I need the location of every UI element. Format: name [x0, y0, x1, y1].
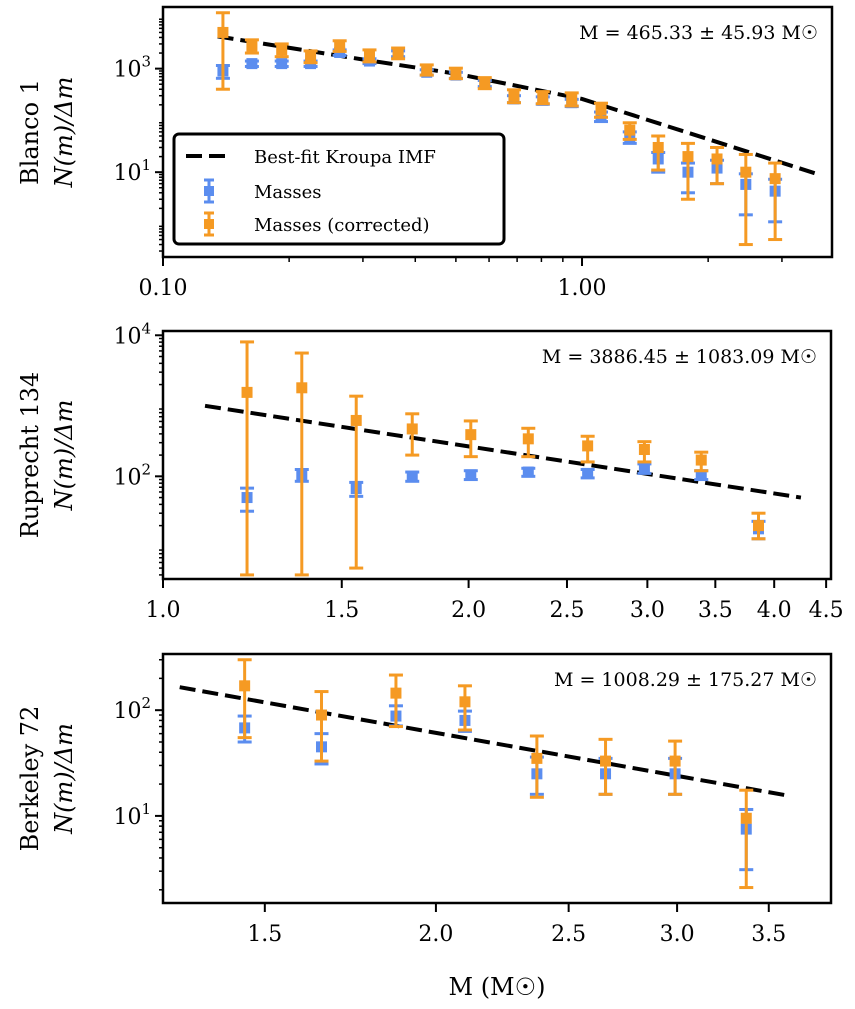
- x-tick-label: 1.5: [247, 922, 282, 947]
- data-point: [479, 77, 491, 89]
- axes-frame: [161, 5, 834, 259]
- series-masses-corrected: [215, 11, 783, 247]
- data-point: [276, 44, 288, 56]
- legend-label-masses-corrected: Masses (corrected): [254, 215, 430, 236]
- data-point: [241, 386, 253, 398]
- data-point: [316, 709, 328, 721]
- y-tick-label: 102: [113, 460, 151, 490]
- x-tick-label: 0.10: [139, 276, 188, 301]
- x-tick-label: 2.0: [451, 598, 486, 623]
- x-tick-label: 1.00: [558, 276, 607, 301]
- data-point: [296, 382, 308, 394]
- data-point: [638, 462, 650, 474]
- data-point: [465, 469, 477, 481]
- data-point: [595, 104, 607, 116]
- data-point: [508, 90, 520, 102]
- data-point: [566, 93, 578, 105]
- data-point: [246, 40, 258, 52]
- x-tick-label: 3.0: [660, 922, 695, 947]
- y-axis-cluster-label: Ruprecht 134: [16, 372, 44, 539]
- x-tick-label: 2.0: [418, 922, 453, 947]
- mass-annotation: M = 3886.45 ± 1083.09 M☉: [542, 346, 817, 368]
- data-point: [624, 124, 636, 136]
- legend-box: [172, 132, 506, 246]
- data-point: [582, 440, 594, 452]
- data-point: [522, 466, 534, 478]
- x-tick-label: 2.5: [549, 598, 584, 623]
- data-point: [638, 444, 650, 456]
- data-point: [350, 414, 362, 426]
- y-axis-cluster-label: Blanco 1: [16, 79, 44, 185]
- y-tick-label: 104: [113, 319, 151, 349]
- y-axis-quantity-label: N(m)/Δm: [50, 77, 78, 189]
- x-tick-label: 3.0: [630, 598, 665, 623]
- data-point: [740, 166, 752, 178]
- data-point: [217, 26, 229, 38]
- panel-ruprecht-134: 104 102 1.0 1.5 2.0 2.5 3.0 3.5 4.0 4.5 M = 3886.4…: [16, 319, 844, 623]
- series-masses-corrected: [240, 340, 766, 577]
- axes-frame: [161, 329, 833, 581]
- data-point: [740, 812, 752, 824]
- data-point: [695, 454, 707, 466]
- data-point: [669, 755, 681, 767]
- series-masses-corrected: [237, 658, 754, 890]
- data-point: [459, 696, 471, 708]
- data-point: [600, 755, 612, 767]
- x-tick-label: 3.5: [751, 922, 786, 947]
- data-point: [305, 51, 317, 63]
- data-point: [406, 423, 418, 435]
- y-tick-label: 103: [113, 53, 151, 83]
- panel-berkeley-72: 102 101 1.5 2.0 2.5 3.0 3.5 M = 1008.29 ± 175.2…: [16, 652, 833, 1001]
- data-point: [582, 467, 594, 479]
- y-axis-quantity-label: N(m)/Δm: [50, 723, 78, 835]
- data-point: [682, 151, 694, 163]
- axes-frame: [161, 652, 833, 905]
- data-point: [239, 680, 251, 692]
- fit-line: [179, 685, 790, 798]
- x-tick-label: 1.5: [324, 598, 359, 623]
- data-point: [695, 469, 707, 481]
- data-point: [450, 67, 462, 79]
- x-tick-label: 3.5: [698, 598, 733, 623]
- fit-line: [204, 403, 802, 500]
- mass-annotation: M = 465.33 ± 45.93 M☉: [579, 22, 818, 44]
- data-point: [276, 58, 288, 70]
- legend-marker: [204, 186, 214, 196]
- data-point: [363, 49, 375, 61]
- legend-marker: [204, 219, 214, 229]
- data-point: [390, 687, 402, 699]
- data-point: [334, 40, 346, 52]
- data-point: [421, 64, 433, 76]
- y-tick-label: 101: [113, 156, 151, 186]
- panel-blanco-1: 103 101 0.10 1.00 M = 465.33 ± 45.93 M☉ Blanc…: [16, 5, 834, 301]
- x-tick-label: 4.5: [809, 598, 844, 623]
- y-tick-label: 102: [113, 694, 151, 724]
- legend: Best-fit Kroupa IMF Masses Masses (correct…: [172, 132, 506, 246]
- y-axis-cluster-label: Berkeley 72: [16, 706, 44, 852]
- data-point: [392, 47, 404, 59]
- mass-annotation: M = 1008.29 ± 175.27 M☉: [554, 669, 817, 691]
- data-point: [465, 429, 477, 441]
- x-tick-label: 4.0: [757, 598, 792, 623]
- data-point: [522, 433, 534, 445]
- data-point: [652, 141, 664, 153]
- y-axis-quantity-label: N(m)/Δm: [50, 400, 78, 512]
- data-point: [531, 752, 543, 764]
- data-point: [246, 58, 258, 70]
- legend-label-masses: Masses: [254, 182, 322, 203]
- x-tick-label: 2.5: [551, 922, 586, 947]
- data-point: [752, 520, 764, 532]
- data-point: [711, 153, 723, 165]
- y-tick-label: 101: [113, 800, 151, 830]
- x-tick-label: 1.0: [146, 598, 181, 623]
- data-point: [769, 173, 781, 185]
- data-point: [406, 470, 418, 482]
- legend-label-fit: Best-fit Kroupa IMF: [254, 147, 436, 168]
- data-point: [537, 91, 549, 103]
- x-axis-label: M (M☉): [448, 973, 545, 1001]
- series-masses: [240, 462, 766, 541]
